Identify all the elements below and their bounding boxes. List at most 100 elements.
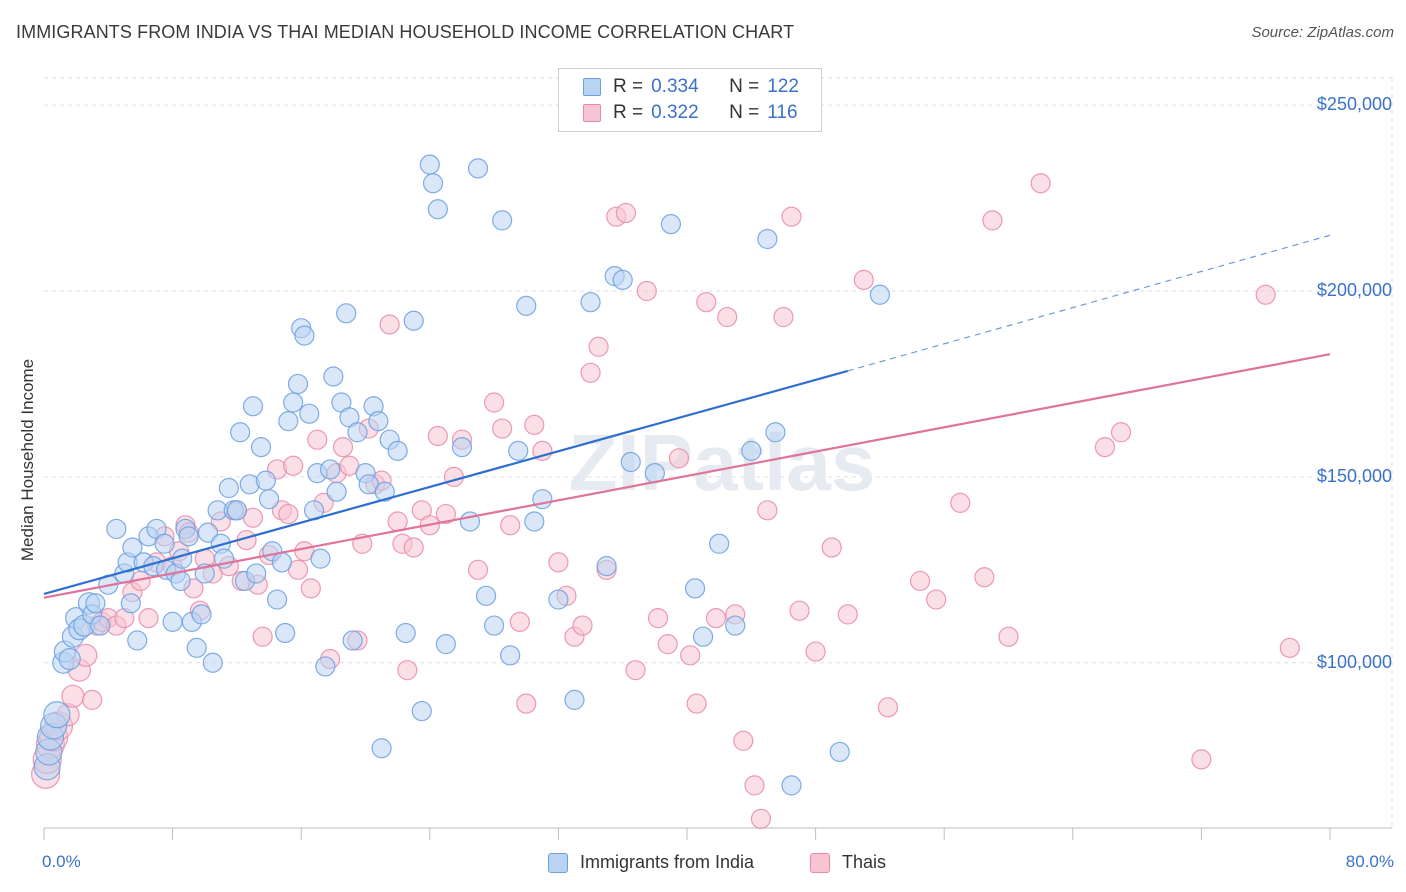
india-point (368, 411, 389, 432)
legend-n-label: N = (729, 76, 760, 97)
india-trend-extension (847, 234, 1331, 372)
legend-n-value: 116 (767, 102, 798, 123)
india-point (422, 173, 444, 194)
thai-point (926, 589, 947, 610)
thai-point (580, 362, 601, 383)
thai-point (909, 570, 931, 592)
india-point (342, 630, 363, 651)
india-trend-line (43, 369, 849, 596)
y-tick-label: $250,000 (1316, 94, 1392, 115)
india-legend-icon (548, 852, 568, 873)
thai-point (717, 306, 738, 328)
india-swatch-icon (583, 78, 601, 96)
india-point (869, 284, 891, 305)
thai-point (1255, 284, 1276, 305)
india-point (315, 656, 336, 677)
thai-point (572, 615, 593, 636)
india-point (323, 366, 344, 387)
india-point (336, 303, 357, 324)
legend-n-value: 122 (767, 76, 799, 97)
thai-point (837, 604, 858, 625)
thai-point (1030, 173, 1051, 194)
india-point (564, 689, 585, 711)
india-point (508, 440, 529, 461)
thai-point (1110, 422, 1132, 443)
thai-point (950, 492, 971, 513)
india-point (255, 470, 276, 491)
series-legend: Immigrants from India Thais (0, 852, 1406, 876)
thai-point (821, 537, 842, 558)
correlation-legend: R = 0.334 N = 122 R = 0.322 N = 116 (558, 68, 822, 132)
legend-n-label: N = (729, 102, 760, 123)
india-point (162, 611, 183, 632)
india-point (725, 615, 746, 636)
india-point (127, 630, 148, 651)
india-point (299, 403, 320, 424)
india-point (435, 634, 456, 655)
thai-point (1279, 637, 1300, 658)
india-point (326, 481, 347, 502)
india-point (709, 533, 730, 554)
thai-point (387, 511, 408, 532)
india-point (829, 741, 850, 763)
india-point (371, 738, 392, 759)
thai-point (680, 645, 701, 666)
thai-legend-icon (810, 852, 830, 873)
india-point (492, 210, 513, 231)
india-point (580, 292, 601, 313)
thai-point (403, 537, 424, 558)
y-tick-label: $150,000 (1316, 465, 1392, 486)
india-point (757, 228, 778, 250)
thai-point (435, 503, 456, 525)
thai-point (82, 689, 103, 711)
x-tick-label-max: 80.0% (1345, 852, 1394, 871)
india-point (684, 578, 706, 599)
legend-label-india: Immigrants from India (580, 852, 755, 872)
india-point (250, 437, 272, 458)
thai-point (686, 693, 707, 714)
thai-point (647, 608, 669, 629)
legend-row-india: R = 0.334 N = 122 (583, 75, 799, 99)
india-point (692, 626, 714, 647)
india-point (451, 437, 473, 458)
thai-point (500, 515, 521, 536)
thai-point (657, 634, 678, 655)
india-point (596, 555, 617, 577)
india-point (283, 392, 304, 413)
india-point (500, 645, 521, 666)
thai-point (397, 660, 418, 681)
thai-point (332, 437, 354, 458)
thai-point (61, 684, 85, 708)
india-point (170, 570, 191, 592)
thai-point (733, 730, 754, 751)
thai-point (532, 440, 553, 461)
thai-point (757, 500, 778, 521)
thai-point (636, 280, 657, 302)
india-point (271, 552, 293, 573)
india-point (310, 548, 331, 569)
thai-point (877, 697, 899, 718)
thai-point (615, 202, 637, 224)
thai-point (443, 466, 465, 487)
india-point (43, 701, 71, 729)
india-point (548, 589, 569, 610)
y-tick-label: $200,000 (1316, 280, 1392, 301)
india-point (58, 647, 81, 671)
india-point (781, 775, 802, 796)
india-point (419, 154, 440, 175)
thai-point (307, 429, 328, 450)
india-point (230, 422, 251, 443)
india-point (620, 451, 641, 473)
india-point (427, 199, 448, 220)
thai-point (379, 314, 400, 335)
india-point (475, 585, 497, 606)
india-point (516, 295, 537, 316)
india-point (275, 622, 296, 644)
legend-row-thai: R = 0.322 N = 116 (583, 101, 798, 125)
india-point (120, 593, 141, 614)
axes (43, 827, 1392, 840)
india-point (197, 522, 219, 543)
india-point (242, 396, 264, 417)
trend-lines (43, 234, 1331, 599)
legend-label-thai: Thais (842, 852, 887, 872)
